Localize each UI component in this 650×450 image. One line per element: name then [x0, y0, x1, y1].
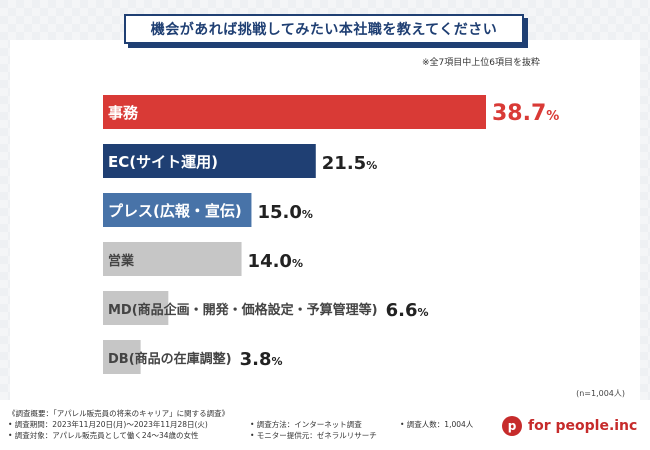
sample-size-label: (n=1,004人)	[576, 389, 625, 398]
footer: 《調査概要：「アパレル販売員の将来のキャリア」に関する調査》 • 調査期間：20…	[0, 400, 650, 450]
survey-method: • 調査方法：インターネット調査	[250, 420, 362, 429]
survey-target: • 調査対象：アパレル販売員として働く24～34歳の女性	[8, 431, 199, 440]
chart-title: 機会があれば挑戦してみたい本社職を教えてください	[124, 14, 524, 44]
category-label-4: MD(商品企画・開発・価格設定・予算管理等)	[108, 302, 378, 318]
bar-3	[103, 242, 242, 276]
chart-note: ※全7項目中上位6項目を抜粋	[422, 58, 540, 68]
bar-2	[103, 193, 252, 227]
survey-overview-title: 《調査概要：「アパレル販売員の将来のキャリア」に関する調査》	[8, 409, 230, 418]
survey-respondents: • 調査人数：1,004人	[400, 420, 474, 429]
brand-name: for people.inc	[528, 418, 638, 434]
bar-1	[103, 144, 316, 178]
category-label-1: EC(サイト運用)	[108, 153, 218, 171]
bar-5	[103, 340, 141, 374]
survey-monitor: • モニター提供元：ゼネラルリサーチ	[250, 431, 377, 440]
survey-period: • 調査期間：2023年11月20日(月)～2023年11月28日(火)	[8, 420, 208, 429]
value-label-5: 3.8%	[240, 349, 283, 370]
category-label-2: プレス(広報・宣伝)	[108, 202, 242, 220]
category-label-0: 事務	[108, 104, 139, 122]
category-label-3: 営業	[108, 253, 135, 269]
brand-logo: p for people.inc	[502, 416, 637, 436]
bar-0	[103, 95, 486, 129]
category-label-5: DB(商品の在庫調整)	[108, 351, 232, 367]
bar-4	[103, 291, 169, 325]
brand-p-icon: p	[502, 416, 522, 436]
value-label-3: 14.0%	[248, 251, 303, 272]
value-label-1: 21.5%	[322, 153, 377, 174]
value-label-0: 38.7%	[492, 101, 559, 126]
value-label-2: 15.0%	[257, 202, 312, 223]
value-label-4: 6.6%	[386, 300, 429, 321]
